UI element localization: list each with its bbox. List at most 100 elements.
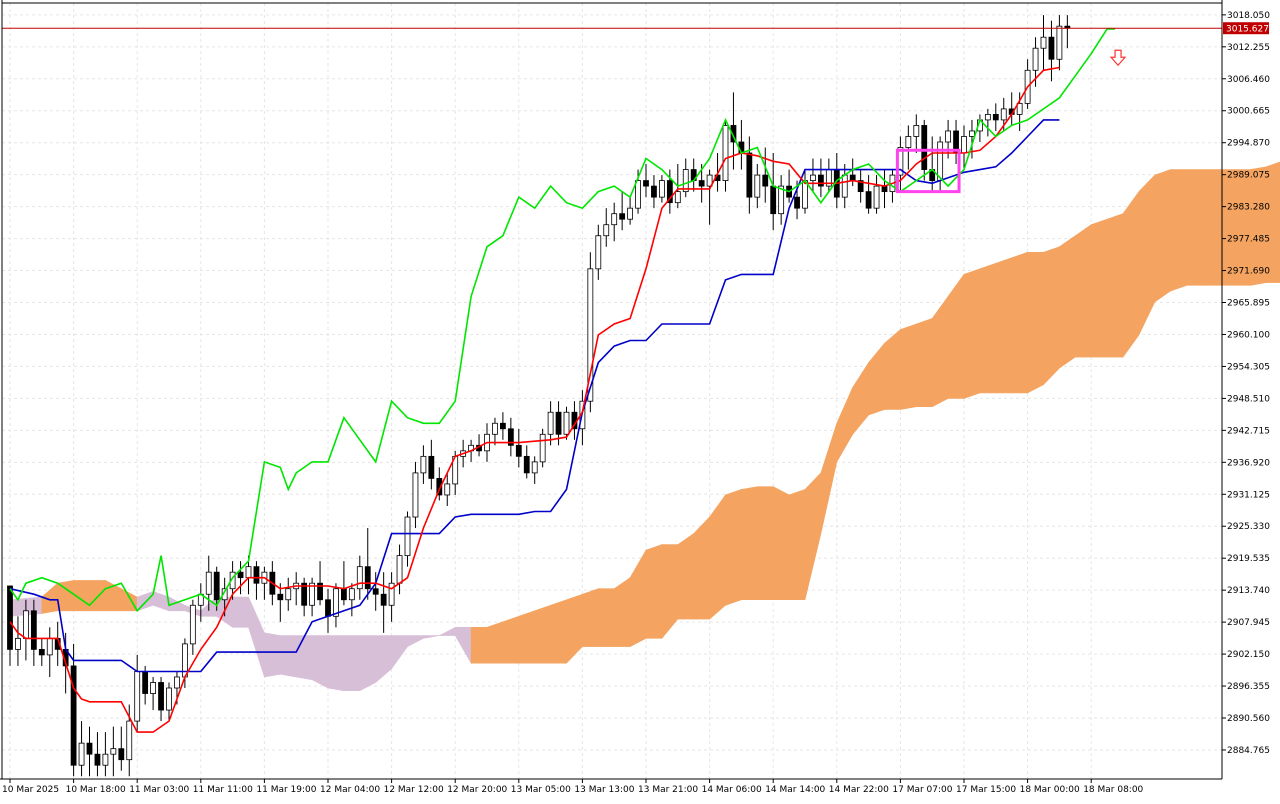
kumo-segment [1059,235,1076,369]
candle-bull [969,130,975,137]
current-price-label-bg [1223,22,1269,35]
candle-bear [555,411,562,435]
candle-bear [428,455,435,479]
candle-bull [937,141,944,181]
y-tick-label: 3006.460 [1227,75,1270,85]
candle-bull [166,687,172,711]
kumo-segment [1202,169,1219,286]
candle-bear [515,444,522,457]
x-tick-label: 10 Mar 2025 [2,785,59,795]
candle-bull [595,235,602,270]
kumo-segment [1154,169,1171,303]
candle-bull [873,185,880,209]
candle-bear [380,593,387,606]
y-tick-label: 2907.945 [1227,618,1270,628]
candle-bear [301,582,308,606]
candle-bull [722,125,729,181]
x-tick-label: 11 Mar 03:00 [129,785,189,795]
candle-bull [420,455,427,474]
candle-bull [78,742,85,766]
kumo-segment [900,323,917,410]
candle-bear [70,665,77,766]
y-tick-label: 3000.665 [1227,107,1270,117]
candle-bull [905,136,912,148]
kumo-segment [534,604,551,664]
kumo-segment [1075,224,1092,358]
x-tick-label: 17 Mar 07:00 [892,785,952,795]
candle-bull [627,207,633,220]
x-tick-label: 18 Mar 00:00 [1020,785,1080,795]
candle-bull [150,682,157,694]
y-tick-label: 3012.255 [1227,43,1270,53]
kumo-segment [788,489,806,601]
y-tick-label: 2925.330 [1227,522,1270,532]
x-tick-label: 10 Mar 18:00 [66,785,126,795]
candle-bull [563,411,570,435]
kumo-segment [677,532,695,620]
kumo-segment [884,328,901,410]
kumo-segment [486,621,504,664]
y-tick-label: 2989.075 [1227,171,1270,181]
candle-bull [396,555,403,584]
y-tick-label: 2942.715 [1227,426,1270,436]
candle-bull [682,169,689,193]
candle-bull [205,571,212,595]
kumo-segment [995,257,1013,394]
kijun-sen-line [9,119,1060,673]
candle-bear [857,180,864,193]
kumo-segment [1265,161,1280,283]
kumo-segment [725,489,742,606]
indicator-lines [9,28,1115,733]
kumo-segment [295,635,313,681]
candle-bull [961,136,967,154]
kumo-segment [423,635,440,639]
candle-bear [643,180,649,187]
candle-bear [118,748,125,761]
kumo-segment [502,615,520,664]
candle-bull [587,268,594,402]
x-tick-label: 14 Mar 22:00 [829,785,889,795]
y-tick-label: 2890.560 [1227,714,1270,724]
candle-bull [110,748,117,755]
x-tick-label: 18 Mar 08:00 [1083,785,1143,795]
kumo-segment [963,268,981,399]
candle-bull [1032,47,1039,71]
y-tick-label: 2896.355 [1227,682,1270,692]
candle-bull [841,174,848,198]
candle-bull [412,472,419,518]
candle-bull [635,180,641,209]
candle-bull [492,422,498,435]
candle-bear [158,682,164,711]
y-tick-label: 3018.050 [1227,11,1270,21]
candle-bull [603,224,610,237]
candle-bull [388,582,395,606]
kumo-segment [645,544,663,639]
candle-bear [698,180,705,187]
kumo-segment [1011,251,1028,394]
candle-bull [134,671,141,722]
kumo-segment [232,596,249,628]
kumo-segment [1027,251,1044,394]
candle-bull [444,483,451,496]
x-tick-label: 12 Mar 20:00 [447,785,507,795]
candle-bull [285,588,292,601]
candle-bear [7,585,13,650]
kumo-segment [311,635,329,689]
candle-bull [404,516,411,557]
kumo-segment [359,635,377,692]
candle-bear [770,185,777,215]
candle-bull [754,174,761,198]
x-tick-label: 13 Mar 05:00 [511,785,571,795]
candle-bear [340,588,347,601]
candle-bear [237,571,244,579]
kumo-segment [756,486,774,601]
candle-bull [174,676,180,689]
candle-bull [547,411,554,435]
kumo-segment [1106,213,1124,358]
candle-bull [531,461,538,474]
x-tick-label: 13 Mar 21:00 [638,785,698,795]
kumo-segment [613,577,631,647]
kumo-segment [741,486,758,601]
candle-bear [86,742,93,755]
